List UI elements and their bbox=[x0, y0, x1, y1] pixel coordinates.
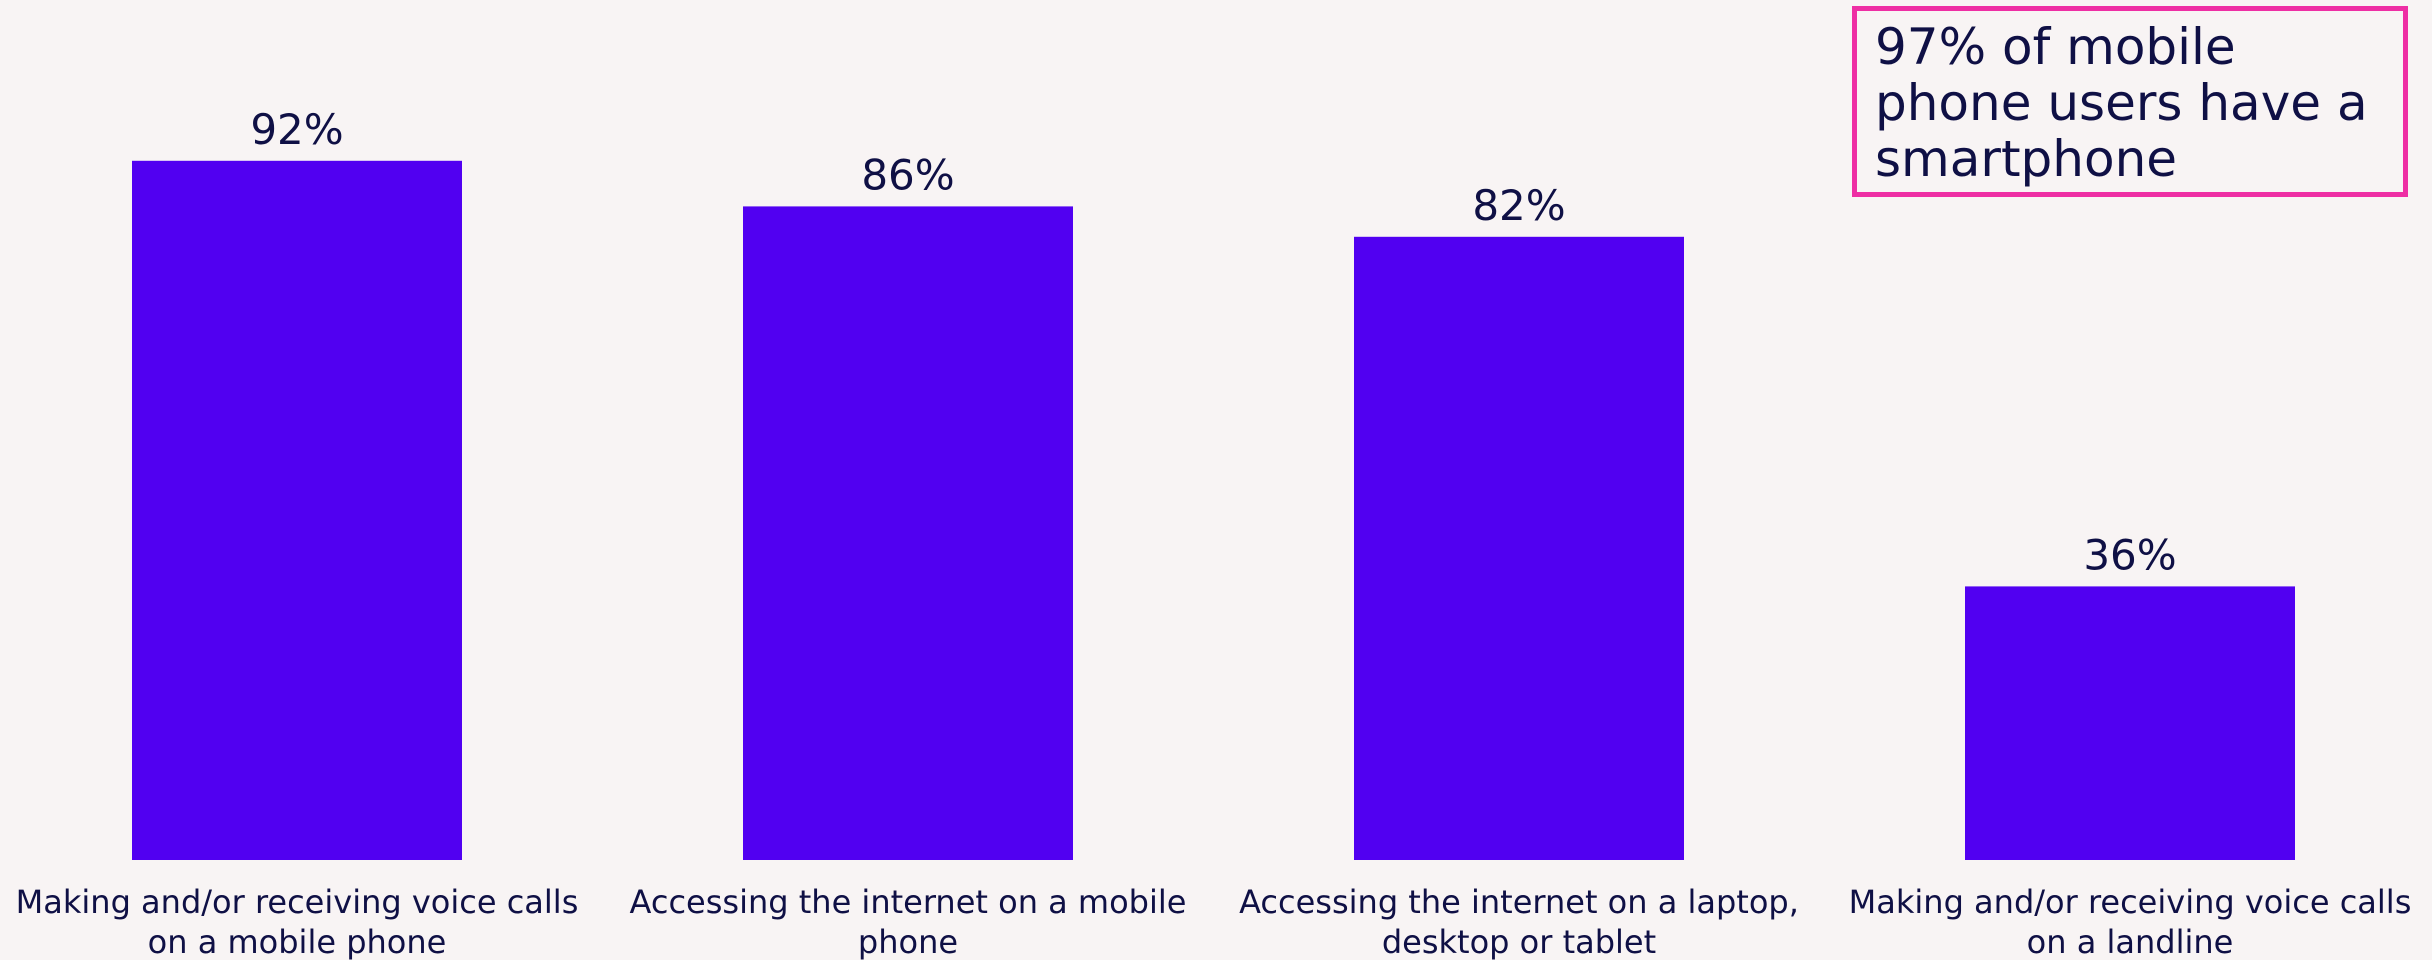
category-label-2-line-1: Accessing the internet on a mobile bbox=[630, 883, 1187, 921]
category-label-4-line-2: on a landline bbox=[2027, 923, 2234, 960]
category-label-3-line-2: desktop or tablet bbox=[1382, 923, 1656, 960]
category-label-3-line-1: Accessing the internet on a laptop, bbox=[1239, 883, 1799, 921]
value-label-1: 92% bbox=[250, 105, 343, 154]
category-label-1-line-2: on a mobile phone bbox=[148, 923, 447, 960]
smartphone-callout: 97% of mobile phone users have a smartph… bbox=[1852, 6, 2408, 197]
bar-2 bbox=[743, 206, 1073, 860]
bar-4 bbox=[1965, 586, 2295, 860]
bar-3 bbox=[1354, 236, 1684, 861]
value-label-4: 36% bbox=[2083, 530, 2176, 579]
callout-text: 97% of mobile phone users have a smartph… bbox=[1875, 18, 2368, 188]
bar-1 bbox=[132, 160, 462, 861]
value-label-2: 86% bbox=[861, 150, 954, 199]
value-labels-group: 92% 86% 82% 36% bbox=[250, 105, 2176, 580]
bars-group bbox=[132, 160, 2295, 861]
category-label-4-line-1: Making and/or receiving voice calls bbox=[1849, 883, 2412, 921]
value-label-3: 82% bbox=[1472, 181, 1565, 230]
category-label-1-line-1: Making and/or receiving voice calls bbox=[16, 883, 579, 921]
category-label-2-line-2: phone bbox=[858, 923, 958, 960]
